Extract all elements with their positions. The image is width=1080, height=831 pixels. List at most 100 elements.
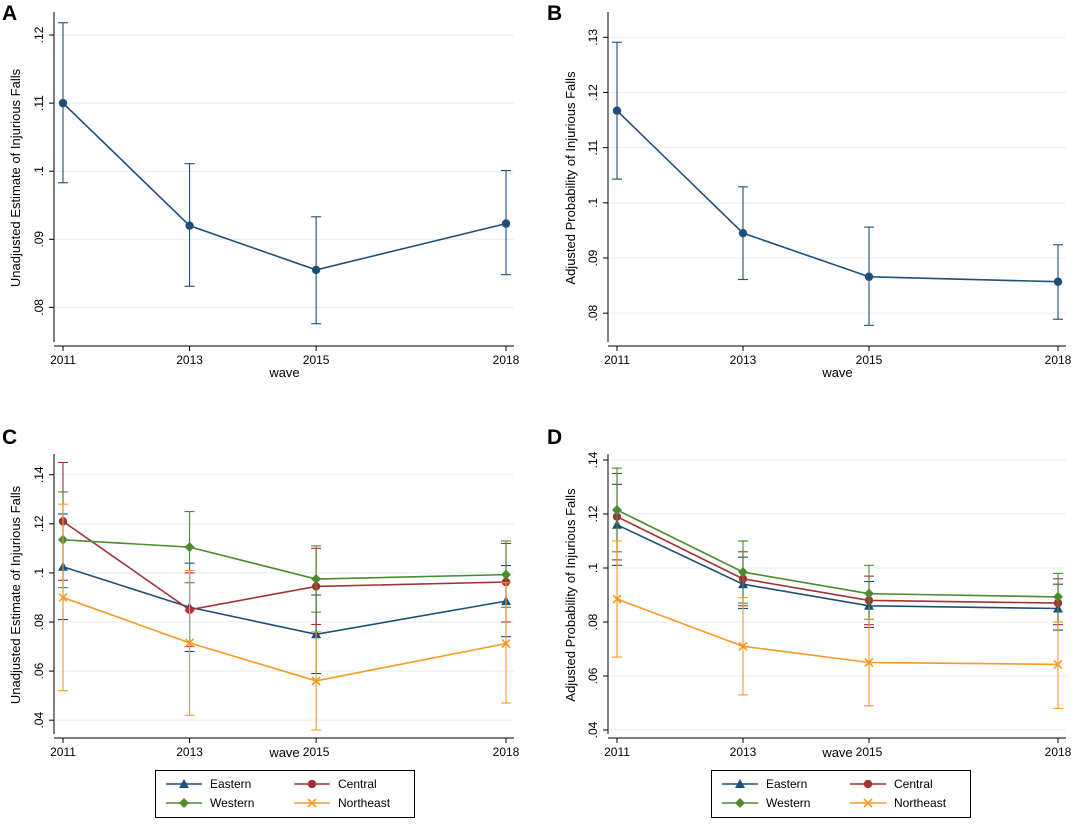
legend-marker <box>307 798 317 808</box>
legend-label-northeast: Northeast <box>338 796 391 810</box>
series-northeast <box>58 503 511 731</box>
x-tick-label: 2018 <box>493 745 520 759</box>
series-line <box>62 566 507 636</box>
legend-marker <box>735 779 745 788</box>
y-tick-label: .1 <box>586 198 600 208</box>
series-line <box>616 524 1059 610</box>
legend-label-western: Western <box>210 796 255 810</box>
y-tick-label: .04 <box>586 721 600 738</box>
data-point <box>612 106 622 115</box>
series-line <box>62 520 507 611</box>
y-axis-title: Adjusted Probability of Injurious Falls <box>563 488 578 702</box>
legend-label-western: Western <box>766 796 811 810</box>
legend-swatch-northeast <box>850 798 886 808</box>
data-point <box>311 265 321 275</box>
x-tick-label: 2015 <box>856 745 883 759</box>
x-tick-label: 2011 <box>50 745 76 759</box>
y-tick-label: .08 <box>586 305 600 322</box>
legend-item-northeast: Northeast <box>848 795 946 811</box>
legend-label-eastern: Eastern <box>766 777 808 791</box>
x-tick-label: 2015 <box>856 353 883 367</box>
y-tick-label: .14 <box>32 466 46 483</box>
data-point <box>738 228 748 238</box>
y-tick-label: .12 <box>586 84 600 101</box>
series-line <box>62 102 507 271</box>
x-tick-label: 2015 <box>303 353 330 367</box>
y-tick-label: .06 <box>586 667 600 684</box>
x-tick-label: 2013 <box>176 745 203 759</box>
data-point <box>612 504 622 515</box>
data-point <box>864 272 874 281</box>
x-tick-label: 2011 <box>604 745 630 759</box>
y-tick-label: .12 <box>32 26 46 43</box>
y-tick-label: .08 <box>32 613 46 630</box>
legend-swatch-central <box>850 779 886 789</box>
data-point <box>501 219 511 228</box>
x-tick-label: 2011 <box>50 353 76 367</box>
series-line <box>616 598 1059 666</box>
legend-swatch-western <box>166 798 202 808</box>
data-point <box>184 542 195 553</box>
legend-label-eastern: Eastern <box>210 777 252 791</box>
legend-item-western: Western <box>164 795 254 811</box>
data-point <box>738 641 748 651</box>
y-tick-label: .1 <box>32 166 46 176</box>
data-point <box>1053 659 1063 669</box>
x-tick-label: 2018 <box>493 353 520 367</box>
legend-item-eastern: Eastern <box>164 776 251 792</box>
legend-marker <box>735 798 745 808</box>
legend-item-central: Central <box>292 776 377 792</box>
data-point <box>1053 591 1063 602</box>
x-tick-label: 2011 <box>604 353 630 367</box>
y-tick-label: .09 <box>32 231 46 248</box>
panel-letter-a: A <box>2 2 18 25</box>
y-tick-label: .09 <box>586 249 600 266</box>
series-western <box>612 467 1063 623</box>
series-central <box>612 472 1063 626</box>
data-point <box>311 574 322 585</box>
series-line <box>616 515 1059 604</box>
legend-marker <box>307 779 317 789</box>
y-tick-label: .08 <box>586 613 600 630</box>
x-tick-label: 2013 <box>730 745 757 759</box>
legend-swatch-northeast <box>294 798 330 808</box>
series-line <box>616 509 1059 598</box>
legend-swatch-central <box>294 779 330 789</box>
legend-marker <box>179 798 189 808</box>
y-axis-title: Unadjusted Estimate of Injurious Falls <box>8 485 23 704</box>
data-point <box>501 569 511 580</box>
y-tick-label: .11 <box>32 95 46 111</box>
legend-panel-d: Eastern Central Western Northeast <box>711 770 971 818</box>
data-point <box>501 639 511 649</box>
y-tick-label: .14 <box>586 451 600 468</box>
legend-swatch-western <box>722 798 758 808</box>
data-point <box>864 657 874 668</box>
legend-item-eastern: Eastern <box>720 776 807 792</box>
x-tick-label: 2018 <box>1045 745 1072 759</box>
panel-letter-b: B <box>547 2 563 25</box>
series-line <box>62 596 507 682</box>
data-point <box>1053 277 1063 286</box>
y-tick-label: .13 <box>586 29 600 46</box>
x-tick-label: 2013 <box>176 353 203 367</box>
legend-swatch-eastern <box>722 779 758 788</box>
legend-label-northeast: Northeast <box>894 796 947 810</box>
legend-marker <box>863 798 873 808</box>
legend-marker <box>179 779 189 788</box>
series-eastern <box>612 483 1063 631</box>
series-line <box>62 538 507 580</box>
x-tick-label: 2018 <box>1045 353 1072 367</box>
data-point <box>612 594 622 604</box>
legend-swatch-eastern <box>166 779 202 788</box>
x-axis-title: wave <box>821 365 852 380</box>
data-point <box>185 638 195 648</box>
y-tick-label: .1 <box>32 568 46 578</box>
panel-letter-c: C <box>2 426 18 449</box>
legend-item-northeast: Northeast <box>292 795 390 811</box>
legend-marker <box>863 779 873 789</box>
legend-item-central: Central <box>848 776 933 792</box>
data-point <box>185 221 194 230</box>
